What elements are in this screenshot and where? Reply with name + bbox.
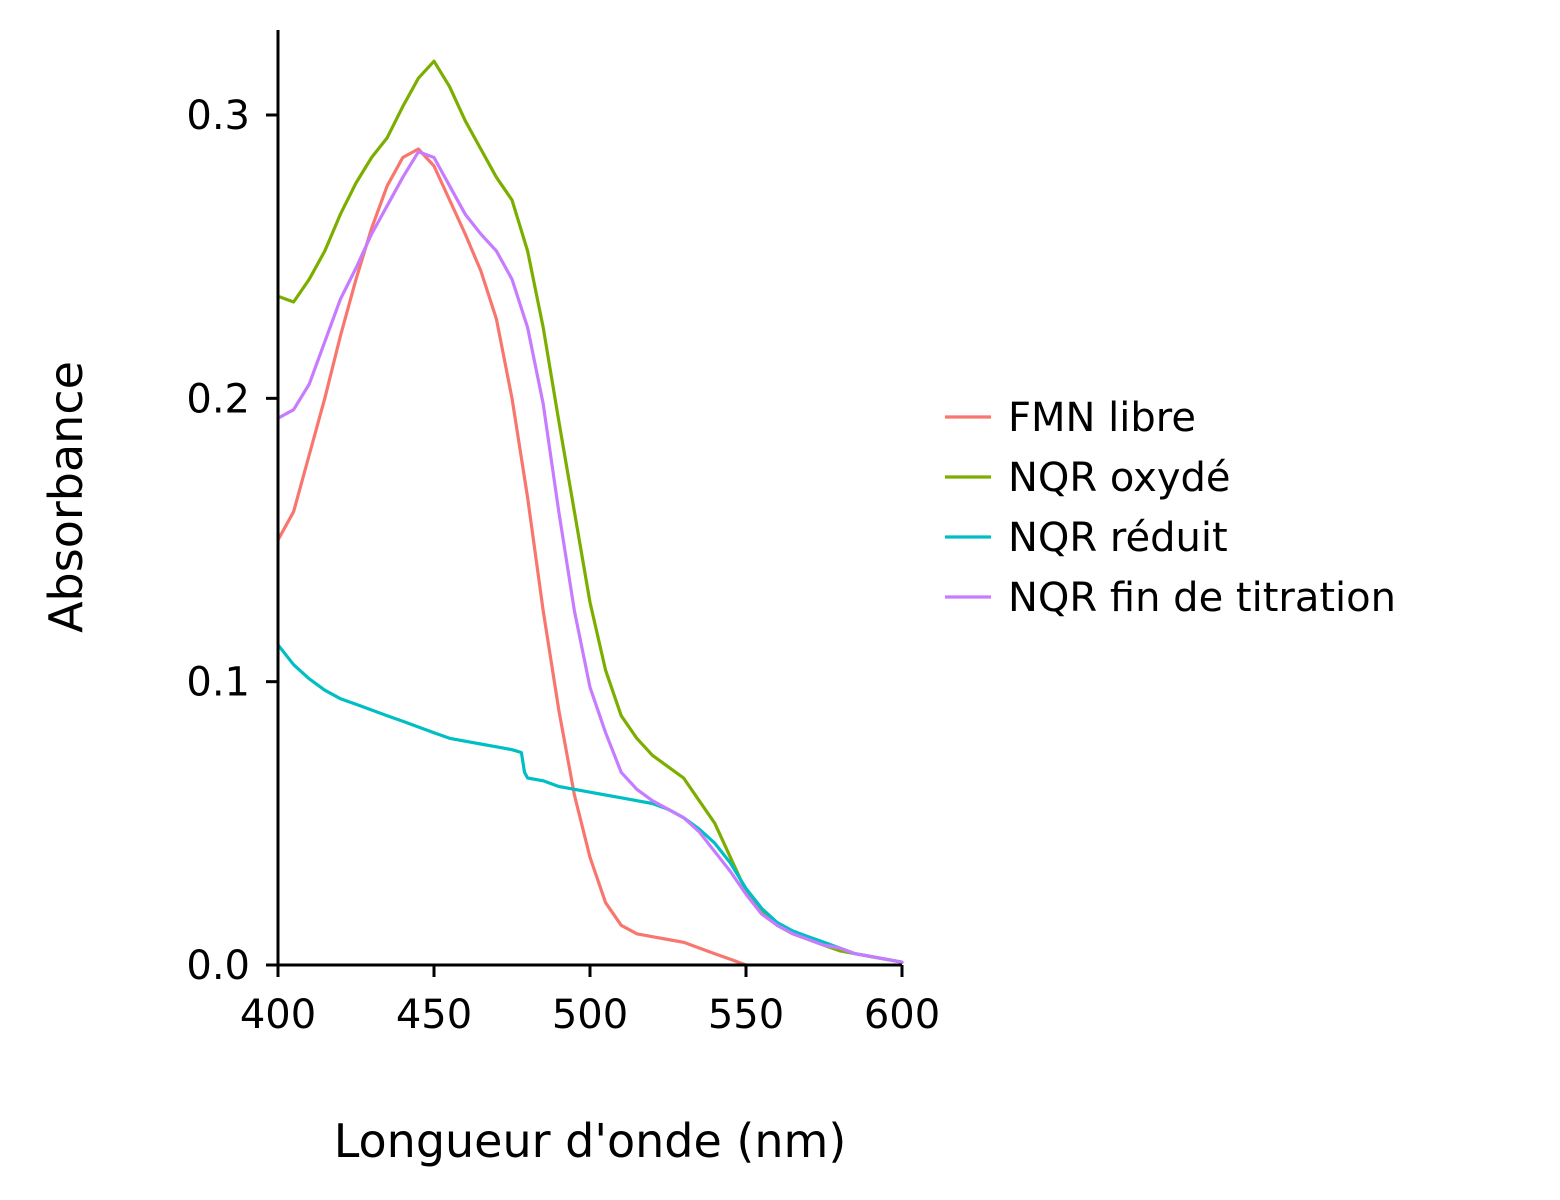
x-tick-label: 600	[864, 992, 940, 1038]
series-line	[276, 643, 904, 964]
y-axis-ticks: 0.0 0.1 0.2 0.3	[186, 93, 278, 989]
legend-label: NQR oxydé	[1008, 455, 1231, 501]
legend: FMN libre NQR oxydé NQR réduit NQR fin de t…	[945, 395, 1396, 621]
x-axis-title: Longueur d'onde (nm)	[334, 1114, 847, 1168]
legend-label: FMN libre	[1008, 395, 1196, 441]
x-tick-label: 450	[396, 992, 472, 1038]
x-tick-label: 550	[708, 992, 784, 1038]
y-axis-title: Absorbance	[39, 361, 93, 633]
y-tick-label: 0.3	[186, 93, 250, 139]
x-tick-label: 500	[552, 992, 628, 1038]
y-tick-label: 0.1	[186, 660, 250, 706]
y-tick-label: 0.2	[186, 376, 250, 422]
legend-label: NQR fin de titration	[1008, 575, 1396, 621]
series-line	[276, 147, 748, 967]
y-tick-label: 0.0	[186, 943, 250, 989]
x-axis-ticks: 400 450 500 550 600	[240, 965, 940, 1038]
x-tick-label: 400	[240, 992, 316, 1038]
series-line	[276, 150, 904, 964]
plot-lines	[276, 59, 904, 967]
series-line	[276, 59, 904, 964]
legend-label: NQR réduit	[1008, 515, 1228, 561]
